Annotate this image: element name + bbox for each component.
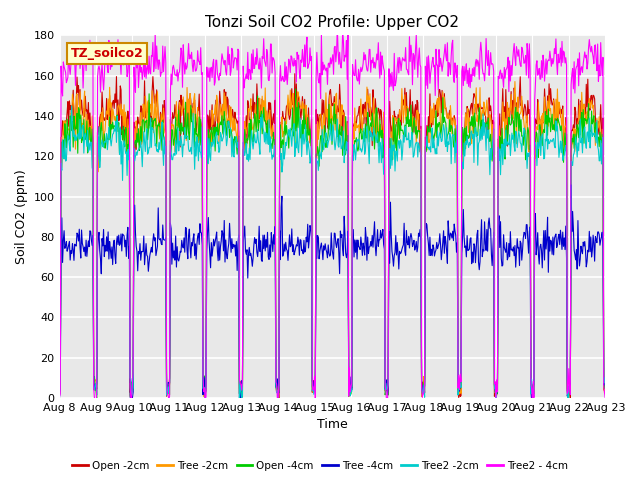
- Text: TZ_soilco2: TZ_soilco2: [70, 47, 143, 60]
- Title: Tonzi Soil CO2 Profile: Upper CO2: Tonzi Soil CO2 Profile: Upper CO2: [205, 15, 460, 30]
- Legend: Open -2cm, Tree -2cm, Open -4cm, Tree -4cm, Tree2 -2cm, Tree2 - 4cm: Open -2cm, Tree -2cm, Open -4cm, Tree -4…: [68, 456, 572, 475]
- X-axis label: Time: Time: [317, 419, 348, 432]
- Y-axis label: Soil CO2 (ppm): Soil CO2 (ppm): [15, 169, 28, 264]
